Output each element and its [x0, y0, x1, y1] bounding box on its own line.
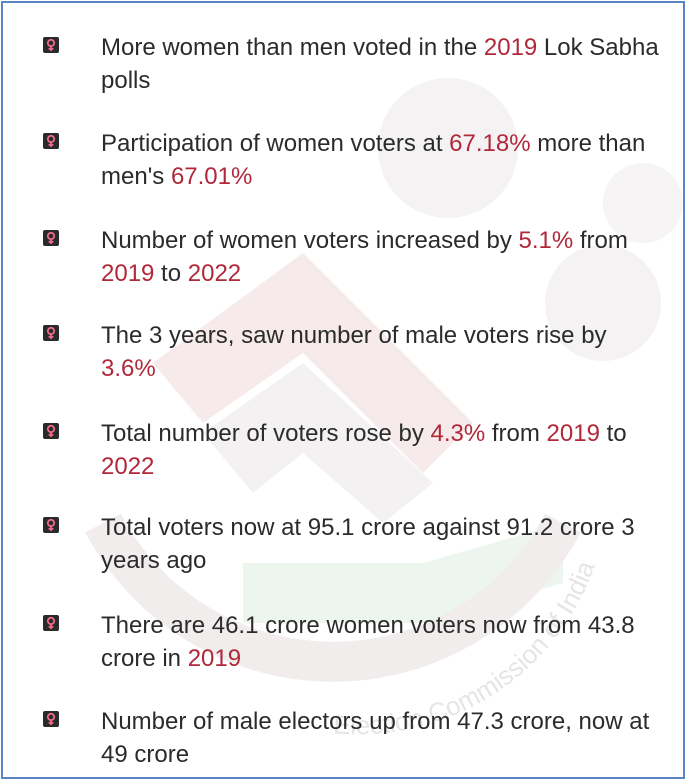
fact-text-segment: to [154, 260, 188, 287]
fact-text-segment: Participation of women voters at [101, 130, 450, 157]
fact-text-segment: Total voters now at 95.1 crore against 9… [101, 514, 635, 574]
highlighted-value: 2019 [187, 645, 242, 672]
fact-item: Total voters now at 95.1 crore against 9… [3, 511, 683, 591]
fact-text-segment: from [573, 227, 628, 254]
highlighted-value: 2022 [101, 453, 155, 480]
fact-text: Number of male electors up from 47.3 cro… [101, 705, 661, 771]
highlighted-value: 2019 [546, 420, 600, 447]
highlighted-value: 2022 [187, 260, 242, 287]
fact-item: There are 46.1 crore women voters now fr… [3, 609, 683, 689]
fact-text: Participation of women voters at 67.18% … [101, 127, 661, 193]
fact-text-segment: The 3 years, saw number of male voters r… [101, 322, 607, 349]
female-symbol-icon [43, 37, 59, 53]
fact-text-segment: Total number of voters rose by [101, 420, 431, 447]
fact-text-segment: Number of women voters increased by [101, 227, 519, 254]
fact-text-segment: more than men's [101, 130, 646, 190]
fact-item: Total number of voters rose by 4.3% from… [3, 417, 683, 497]
highlighted-value: 2019 [101, 260, 155, 287]
fact-text: The 3 years, saw number of male voters r… [101, 319, 661, 385]
female-symbol-icon [43, 711, 59, 727]
fact-item: Number of women voters increased by 5.1%… [3, 224, 683, 304]
fact-text-segment: Lok Sabha polls [101, 34, 659, 94]
fact-text: More women than men voted in the 2019 Lo… [101, 31, 661, 97]
fact-text-segment: from [485, 420, 547, 447]
fact-text: There are 46.1 crore women voters now fr… [101, 609, 661, 675]
fact-text-segment: to [599, 420, 627, 447]
female-symbol-icon [43, 133, 59, 149]
highlighted-value: 67.18% [449, 130, 531, 157]
female-symbol-icon [43, 230, 59, 246]
highlighted-value: 4.3% [430, 420, 486, 447]
female-symbol-icon [43, 423, 59, 439]
fact-item: More women than men voted in the 2019 Lo… [3, 31, 683, 111]
fact-text-segment: There are 46.1 crore women voters now fr… [101, 612, 635, 672]
fact-item: The 3 years, saw number of male voters r… [3, 319, 683, 399]
highlighted-value: 2019 [483, 34, 538, 61]
highlighted-value: 5.1% [518, 227, 574, 254]
fact-text-segment: Number of male electors up from 47.3 cro… [101, 708, 650, 768]
highlighted-value: 67.01% [170, 163, 253, 190]
female-symbol-icon [43, 517, 59, 533]
fact-text: Total voters now at 95.1 crore against 9… [101, 511, 661, 577]
fact-text: Number of women voters increased by 5.1%… [101, 224, 661, 290]
fact-item: Number of male electors up from 47.3 cro… [3, 705, 683, 777]
fact-text: Total number of voters rose by 4.3% from… [101, 417, 661, 483]
fact-text-segment: More women than men voted in the [101, 34, 484, 61]
fact-item: Participation of women voters at 67.18% … [3, 127, 683, 207]
female-symbol-icon [43, 325, 59, 341]
highlighted-value: 3.6% [101, 355, 156, 382]
female-symbol-icon [43, 615, 59, 631]
